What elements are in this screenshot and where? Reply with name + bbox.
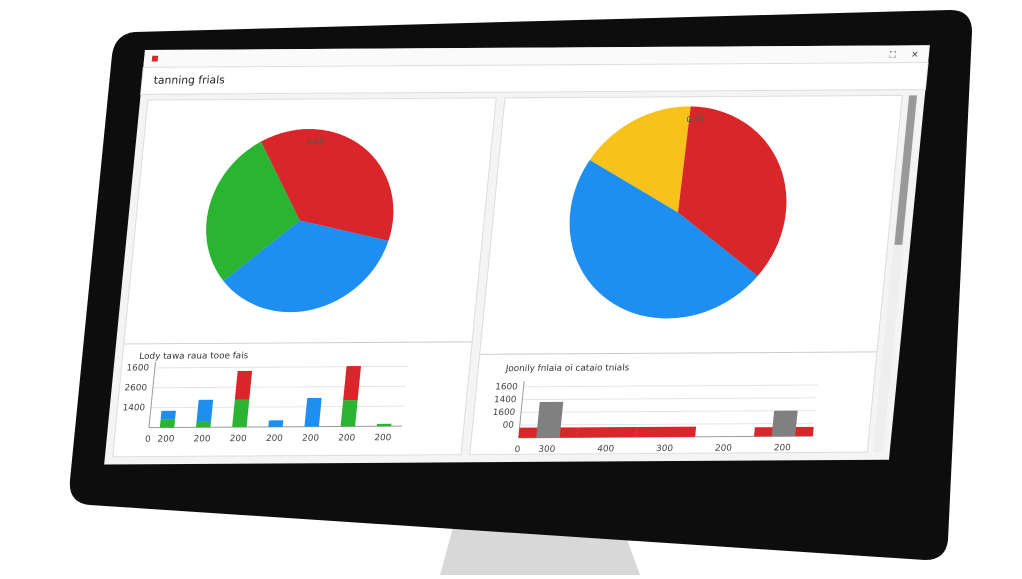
x-tick-label: 200 [157, 435, 175, 445]
grid-line [523, 384, 818, 388]
pie-label: 0.90 [306, 137, 324, 146]
x-tick-label: 200 [229, 434, 247, 444]
grid-line [521, 410, 816, 413]
bar [159, 419, 176, 428]
bar [160, 410, 176, 420]
bar [195, 421, 211, 428]
y-tick-label: 2600 [124, 383, 147, 393]
x-tick-label: 200 [338, 433, 356, 443]
y-tick-label: 1600 [126, 363, 149, 373]
x-tick-label: 0 [514, 445, 521, 455]
screen: ⛶ ✕ tanning frials 0.90 0.50 Lody tawa rau… [104, 45, 930, 465]
y-tick-label: 1600 [495, 382, 518, 392]
x-tick-label: 300 [656, 444, 674, 454]
y-tick-label: 1400 [493, 395, 516, 405]
pie-slice [206, 141, 300, 281]
grid-line [150, 405, 405, 409]
bar [771, 410, 798, 437]
x-tick-label: 0 [144, 435, 151, 445]
pie-slice [569, 159, 758, 319]
close-button[interactable]: ✕ [911, 50, 919, 60]
x-tick-label: 200 [302, 434, 320, 444]
grid-line [154, 365, 408, 369]
pie-slice [589, 106, 691, 213]
pie-slice [260, 128, 394, 241]
divider [123, 341, 473, 345]
y-tick-label: 1600 [492, 408, 515, 418]
bar [340, 400, 358, 427]
bar [536, 401, 564, 438]
x-tick-label: 300 [538, 445, 556, 455]
grid-line [522, 397, 817, 401]
x-tick-label: 200 [265, 434, 283, 444]
pie-label: 0.50 [686, 115, 704, 124]
window-button[interactable]: ⛶ [888, 50, 897, 61]
x-tick-label: 200 [374, 433, 392, 443]
pie-slice [678, 106, 787, 277]
scroll-thumb[interactable] [894, 95, 918, 245]
pie-slice [223, 220, 389, 313]
chart-title: Lody tawa raua tooe fais [139, 351, 249, 362]
x-tick-label: 400 [597, 444, 615, 454]
y-tick-label: 1400 [122, 403, 145, 413]
x-tick-label: 200 [714, 444, 732, 454]
bar [268, 420, 284, 427]
y-tick-label: 00 [502, 421, 514, 431]
top-bar [143, 45, 930, 68]
axis [148, 362, 156, 428]
bar [234, 370, 253, 400]
x-tick-label: 200 [193, 434, 211, 444]
bar [304, 397, 322, 427]
bar [577, 426, 638, 438]
grid-line [152, 385, 407, 389]
x-tick-label: 200 [773, 443, 791, 453]
divider [479, 351, 878, 355]
bar [196, 399, 214, 422]
app-icon [151, 55, 159, 62]
bar [376, 423, 392, 427]
chart-title: Joonily fnlaia oi cataio tnials [504, 363, 630, 374]
bar [232, 399, 250, 428]
grid-line [519, 422, 815, 426]
bar [636, 426, 697, 438]
window-title: tanning frials [153, 73, 226, 86]
title-row [140, 62, 929, 95]
bar [343, 366, 362, 401]
